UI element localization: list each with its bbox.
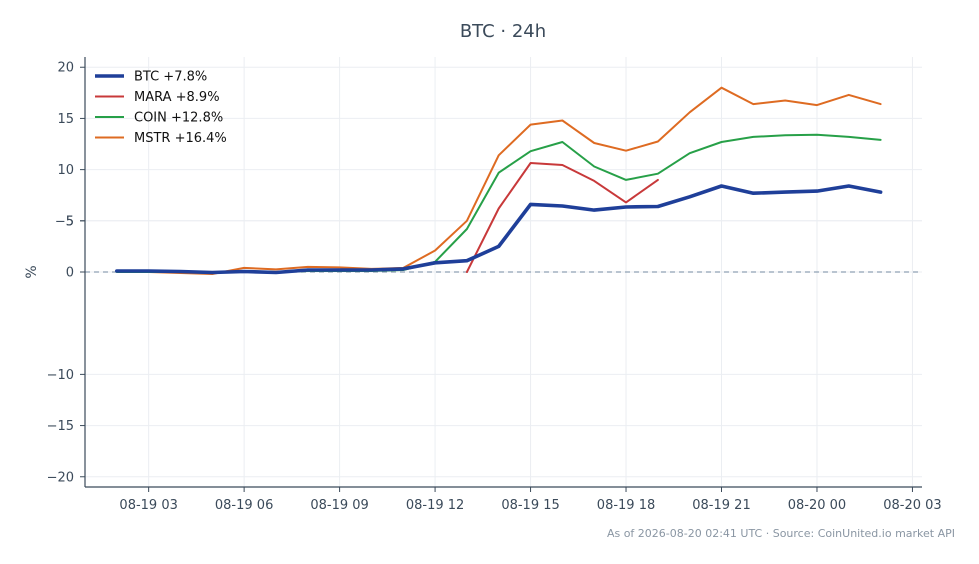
legend-label: BTC +7.8%: [134, 70, 207, 85]
x-tick-label: 08-19 15: [501, 498, 559, 513]
y-tick-label: 20: [57, 61, 74, 76]
series-line-mstr: [115, 86, 882, 275]
y-tick-label: −5: [55, 214, 74, 229]
legend: BTC +7.8% MARA +8.9% COIN +12.8% MSTR +16.4…: [95, 70, 227, 146]
x-tick-label: 08-19 09: [310, 498, 368, 513]
y-tick-label: 5: [66, 214, 74, 229]
x-tick-label: 08-19 21: [692, 498, 750, 513]
x-tick-label: 08-19 12: [406, 498, 464, 513]
x-tick-label: 08-19 03: [119, 498, 177, 513]
x-tick-label: 08-19 18: [597, 498, 655, 513]
x-tick-label: 08-19 06: [215, 498, 273, 513]
y-tick-label: −10: [47, 368, 74, 383]
y-tick-label: 0: [66, 266, 74, 281]
y-tick-label: 15: [57, 112, 74, 127]
y-axis-ticks: −20 −15 −10 −5 0 5 10 15 20: [47, 61, 85, 485]
legend-label: MSTR +16.4%: [134, 131, 227, 146]
y-tick-label: −15: [47, 419, 74, 434]
x-tick-label: 08-20 03: [883, 498, 941, 513]
y-tick-label: 10: [57, 163, 74, 178]
source-footer: As of 2026-08-20 02:41 UTC · Source: Coi…: [607, 527, 955, 540]
series-lines: [115, 86, 883, 275]
y-tick-label: −20: [47, 470, 74, 485]
y-axis-label: %: [24, 265, 40, 278]
legend-label: MARA +8.9%: [134, 90, 220, 105]
legend-label: COIN +12.8%: [134, 111, 223, 126]
x-axis-ticks: 08-19 03 08-19 06 08-19 09 08-19 12 08-19 15…: [119, 487, 942, 513]
series-line-mara: [465, 162, 659, 273]
chart-title: BTC · 24h: [460, 21, 546, 42]
x-tick-label: 08-20 00: [788, 498, 846, 513]
series-line-btc: [115, 184, 883, 275]
